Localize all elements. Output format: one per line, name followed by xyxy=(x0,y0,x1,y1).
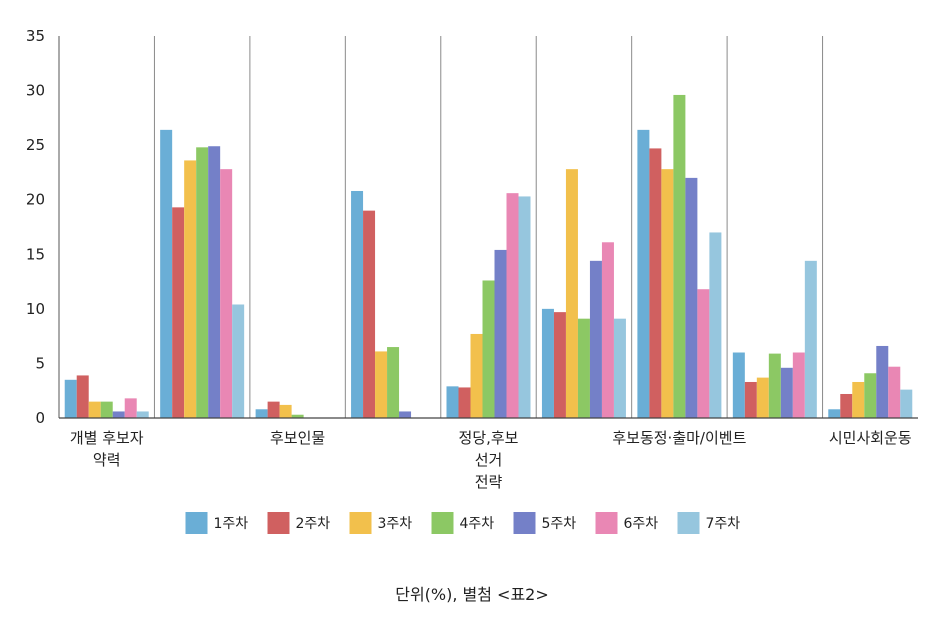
bar xyxy=(541,308,554,418)
y-tick-label: 20 xyxy=(26,191,45,209)
category-label-line: 후보인물 xyxy=(270,429,325,447)
legend-label: 6주차 xyxy=(624,516,659,532)
y-tick-label: 30 xyxy=(26,82,45,100)
bar xyxy=(649,148,662,418)
bar xyxy=(661,169,674,418)
bar xyxy=(291,414,304,418)
bar xyxy=(685,177,698,418)
bar xyxy=(232,304,245,418)
bar xyxy=(732,352,745,418)
bar xyxy=(577,318,590,418)
bar xyxy=(840,393,853,418)
bar xyxy=(267,401,280,418)
y-tick-label: 0 xyxy=(35,409,45,427)
bar xyxy=(744,381,757,418)
y-tick-label: 5 xyxy=(35,354,45,372)
bar xyxy=(255,409,268,418)
category-label-line: 전략 xyxy=(475,473,503,491)
bar xyxy=(876,345,889,418)
bar xyxy=(518,196,531,418)
legend-swatch xyxy=(513,512,536,534)
bar xyxy=(506,193,519,418)
bar xyxy=(613,318,626,418)
bar xyxy=(697,289,710,418)
category-label-line: 시민사회운동 xyxy=(829,429,912,447)
bar xyxy=(279,404,292,418)
category-label-line: 약력 xyxy=(93,451,121,469)
bar xyxy=(637,129,650,418)
bar xyxy=(363,210,376,418)
category-label: 후보인물 xyxy=(270,429,325,447)
bar xyxy=(351,190,364,418)
category-label-line: 개별 후보자 xyxy=(70,429,144,447)
bar xyxy=(160,129,173,418)
bar xyxy=(196,147,209,418)
bar xyxy=(220,169,233,418)
bar xyxy=(768,353,781,418)
legend-swatch xyxy=(349,512,372,534)
bar xyxy=(673,94,686,419)
bar xyxy=(589,260,602,418)
chart-caption: 단위(%), 별첨 <표2> xyxy=(395,585,549,604)
bar xyxy=(112,411,125,418)
y-tick-label: 10 xyxy=(26,300,45,318)
bar xyxy=(601,242,614,418)
legend-label: 3주차 xyxy=(378,516,413,532)
category-label: 시민사회운동 xyxy=(829,429,912,447)
bar xyxy=(792,352,805,418)
bar xyxy=(399,411,412,418)
bar xyxy=(494,249,507,418)
bar xyxy=(208,146,221,418)
legend-label: 5주차 xyxy=(542,516,577,532)
category-label-line: 후보동정·출마/이벤트 xyxy=(612,429,746,447)
bar xyxy=(88,401,101,418)
bar xyxy=(756,377,769,418)
bar xyxy=(780,367,793,418)
category-label-line: 정당,후보 xyxy=(459,429,519,447)
legend-swatch xyxy=(677,512,700,534)
bar xyxy=(828,409,841,418)
bar xyxy=(553,312,566,418)
legend-swatch xyxy=(431,512,454,534)
y-tick-label: 35 xyxy=(26,27,45,45)
bar xyxy=(458,387,471,418)
bar xyxy=(470,333,483,418)
bar xyxy=(482,280,495,418)
bar xyxy=(864,373,877,418)
bar xyxy=(888,366,901,418)
bar xyxy=(852,381,865,418)
bar xyxy=(375,351,388,418)
legend-label: 4주차 xyxy=(460,516,495,532)
y-tick-label: 25 xyxy=(26,136,45,154)
y-tick-label: 15 xyxy=(26,245,45,263)
legend-swatch xyxy=(185,512,208,534)
legend-label: 2주차 xyxy=(296,516,331,532)
bar xyxy=(804,260,817,418)
bar xyxy=(76,375,89,418)
bar xyxy=(387,347,400,418)
bar xyxy=(184,160,197,418)
bar xyxy=(900,389,913,418)
bar xyxy=(100,401,113,418)
bar xyxy=(172,207,185,418)
legend-swatch xyxy=(267,512,290,534)
bar xyxy=(64,379,77,418)
bar xyxy=(446,386,459,418)
bar xyxy=(136,411,149,418)
legend-swatch xyxy=(595,512,618,534)
bar xyxy=(709,232,722,418)
legend-label: 1주차 xyxy=(214,516,249,532)
bar xyxy=(124,398,137,418)
category-label: 후보동정·출마/이벤트 xyxy=(612,429,746,447)
legend-label: 7주차 xyxy=(706,516,741,532)
bar xyxy=(565,169,578,418)
category-label-line: 선거 xyxy=(475,451,503,469)
